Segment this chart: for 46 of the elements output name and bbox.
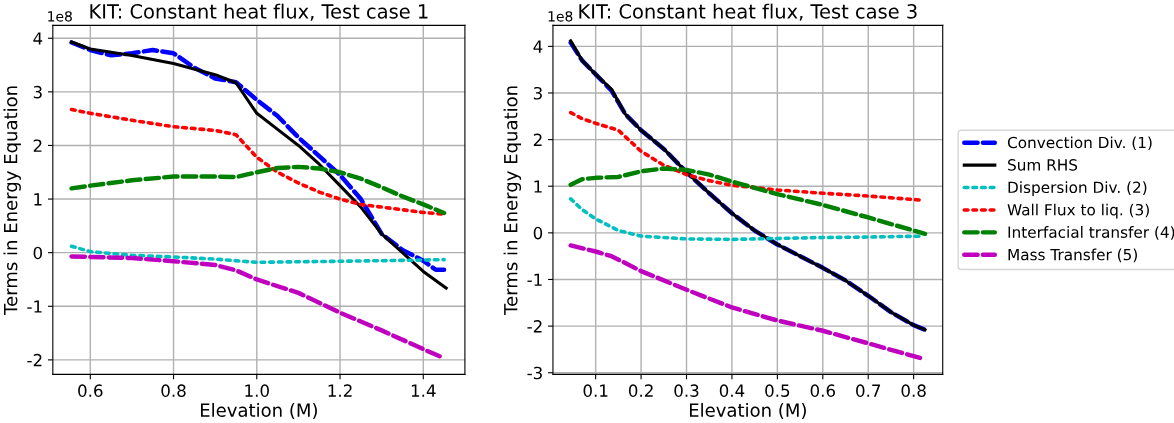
x-axis-title: Elevation (M) — [201, 402, 317, 420]
y-tick-label: 3 — [533, 86, 542, 100]
y-tick-label: 2 — [33, 139, 42, 152]
y-tick-label: 0 — [33, 246, 42, 260]
x-tick-label: 1.2 — [328, 384, 352, 397]
text: 1e8 — [548, 11, 573, 22]
x-axis-title: Elevation (M) — [689, 402, 806, 420]
x-tick-label: 0.8 — [901, 384, 926, 397]
y-tick-label: -1 — [27, 300, 42, 313]
legend-label: Convection Div. (1) — [1007, 136, 1152, 151]
legend-label: Sum RHS — [1008, 159, 1078, 171]
text: 1e8 — [48, 11, 72, 22]
x-tick-label: 0.7 — [856, 384, 881, 397]
line-series — [568, 166, 928, 237]
y-axis-title: Terms in Energy Equation — [503, 86, 522, 315]
x-tick-label: 0.6 — [78, 384, 103, 397]
chart-title: KIT: Constant heat flux, Test case 3 — [579, 3, 917, 21]
y-tick-label: 1 — [34, 193, 42, 206]
chart-title: KIT: Constant heat flux, Test case 1 — [90, 3, 428, 21]
legend-label: Dispersion Div. (2) — [1008, 181, 1147, 197]
y-tick-label: -1 — [527, 273, 542, 286]
x-tick-label: 1.0 — [245, 384, 269, 397]
y-tick-label: -3 — [527, 366, 542, 380]
y-tick-label: 4 — [33, 32, 43, 45]
y-tick-label: -2 — [527, 320, 542, 333]
y-tick-label: 3 — [33, 85, 42, 99]
x-tick-label: 0.6 — [810, 384, 835, 397]
x-tick-label: 0.1 — [583, 384, 608, 397]
line-series — [568, 243, 925, 361]
y-tick-label: -2 — [27, 353, 42, 367]
x-tick-label: 0.3 — [674, 384, 699, 397]
legend-label: Wall Flux to liq. (3) — [1007, 203, 1149, 219]
line-series — [69, 244, 446, 265]
y-tick-label: 4 — [533, 40, 543, 53]
y-tick-label: 1 — [534, 180, 542, 193]
y-tick-label: 0 — [533, 226, 543, 240]
x-tick-label: 0.8 — [161, 384, 186, 397]
y-tick-label: 2 — [533, 133, 542, 146]
legend-label: Interfacial transfer (4) — [1008, 226, 1174, 240]
x-tick-label: 0.4 — [719, 384, 745, 397]
x-tick-label: 0.2 — [628, 384, 653, 397]
y-axis-title: Terms in Energy Equation — [3, 86, 21, 315]
line-series — [69, 164, 447, 216]
legend-label: Mass Transfer (5) — [1008, 248, 1137, 263]
x-tick-label: 1.4 — [411, 384, 436, 397]
x-tick-label: 0.5 — [765, 384, 790, 397]
